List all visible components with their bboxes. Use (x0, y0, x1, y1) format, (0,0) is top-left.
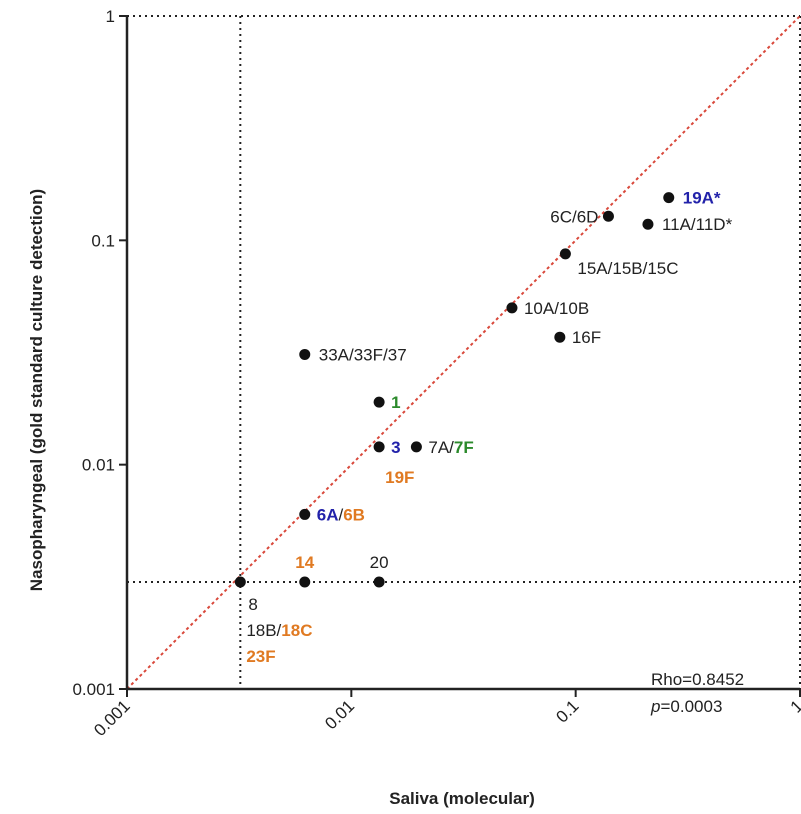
x-tick-label: 0.01 (321, 696, 358, 733)
ticks: 0.001 0.01 0.1 1 0.001 0.01 0.1 1 (72, 7, 801, 740)
point-label: 7A/7F (428, 438, 473, 457)
point-label-part: 11A/11D* (662, 215, 733, 234)
extra-point-label: 23F (246, 647, 275, 666)
x-tick-label: 0.001 (90, 696, 134, 740)
data-points (234, 192, 675, 588)
point-label: 3 (391, 438, 400, 457)
y-tick-label: 0.1 (91, 231, 115, 250)
point-label: 15A/15B/15C (577, 259, 678, 278)
point-label-part: 6A (317, 505, 339, 524)
data-point (663, 192, 675, 204)
point-label-part: 8 (248, 595, 257, 614)
point-label-part: 16F (572, 328, 601, 347)
point-label-part: 6B (343, 505, 365, 524)
data-point (410, 441, 422, 453)
extra-point-label: 8 (248, 595, 257, 614)
point-label-part: 1 (391, 393, 400, 412)
data-point (559, 248, 571, 260)
data-point (373, 441, 385, 453)
p-value-annotation: p=0.0003 (650, 697, 722, 716)
data-point (554, 331, 566, 343)
data-point (642, 218, 654, 230)
data-point (299, 576, 311, 588)
point-label-part: 20 (370, 553, 389, 572)
data-point (234, 576, 246, 588)
point-label: 6C/6D (550, 207, 598, 226)
point-label: 20 (370, 553, 389, 572)
point-label-part: 33A/33F/37 (319, 345, 407, 364)
point-label-part: 3 (391, 438, 400, 457)
y-axis-title: Nasopharyngeal (gold standard culture de… (27, 189, 46, 591)
point-label-part: / (338, 505, 343, 524)
point-label: 11A/11D* (662, 215, 733, 234)
point-label: 10A/10B (524, 299, 589, 318)
point-label: 6A/6B (317, 505, 365, 524)
p-symbol: p (650, 697, 660, 716)
y-tick-label: 0.001 (72, 680, 115, 699)
point-label-part: 7F (454, 438, 474, 457)
point-label-part: 19A* (683, 189, 721, 208)
axes (125, 16, 800, 691)
identity-line (126, 15, 801, 690)
data-point (299, 348, 311, 360)
point-label-part: 18C (281, 621, 312, 640)
data-point (299, 508, 311, 520)
data-point (602, 210, 614, 222)
point-label: 33A/33F/37 (319, 345, 407, 364)
data-point (506, 302, 518, 314)
point-label-part: 23F (246, 647, 275, 666)
data-point (373, 576, 385, 588)
x-tick-label: 0.1 (552, 696, 582, 726)
point-label: 14 (295, 553, 314, 572)
p-value-text: =0.0003 (660, 697, 722, 716)
point-label: 1 (391, 393, 400, 412)
reference-lines (126, 15, 801, 690)
point-label-part: 19F (385, 468, 414, 487)
point-label-part: 18B/ (246, 621, 281, 640)
y-tick-label: 1 (106, 7, 115, 26)
point-label: 19A* (683, 189, 721, 208)
point-label: 16F (572, 328, 601, 347)
extra-point-label: 18B/18C (246, 621, 312, 640)
extra-point-label: 19F (385, 468, 414, 487)
point-label-part: 6C/6D (550, 207, 598, 226)
point-label-part: 10A/10B (524, 299, 589, 318)
x-axis-title: Saliva (molecular) (389, 789, 535, 808)
point-label-part: 7A/ (428, 438, 454, 457)
point-labels: 19A*11A/11D*6C/6D15A/15B/15C10A/10B16F33… (246, 189, 732, 666)
x-tick-label: 1 (787, 696, 801, 716)
point-label-part: 15A/15B/15C (577, 259, 678, 278)
data-point (373, 396, 385, 408)
point-label-part: 14 (295, 553, 314, 572)
rho-annotation: Rho=0.8452 (651, 670, 744, 689)
y-tick-label: 0.01 (82, 456, 115, 475)
